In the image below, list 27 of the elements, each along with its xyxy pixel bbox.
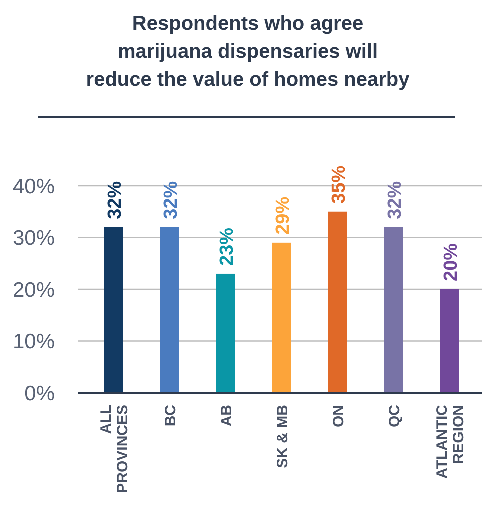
x-tick-label: BC xyxy=(162,404,180,427)
y-tick-label: 0% xyxy=(24,382,55,406)
y-tick-label: 20% xyxy=(12,278,55,302)
bar xyxy=(160,227,180,393)
x-tick-label: AB xyxy=(218,404,236,427)
x-tick-label: ATLANTIC REGION xyxy=(434,404,468,479)
data-label: 32% xyxy=(161,181,182,220)
data-label: 20% xyxy=(441,243,462,282)
data-label: 35% xyxy=(329,166,350,204)
bar xyxy=(328,212,348,393)
bar xyxy=(384,227,404,393)
data-label: 23% xyxy=(217,228,238,266)
y-tick-label: 30% xyxy=(12,227,55,250)
data-label: 32% xyxy=(385,181,406,220)
chart-title: Respondents who agree marijuana dispensaries will reduce the value of homes nearby xyxy=(86,13,411,91)
x-tick-label: ON xyxy=(330,405,348,428)
x-tick-label: SK & MB xyxy=(274,404,292,468)
bar xyxy=(272,242,292,393)
bar xyxy=(104,227,124,393)
bar xyxy=(440,290,460,393)
bar xyxy=(216,274,236,393)
y-tick-label: 40% xyxy=(12,175,55,198)
x-tick-label: QC xyxy=(386,404,404,428)
data-label: 29% xyxy=(273,196,294,235)
x-tick-label: ALL PROVINCES xyxy=(98,405,132,494)
data-label: 32% xyxy=(105,181,126,220)
y-tick-label: 10% xyxy=(12,330,55,354)
